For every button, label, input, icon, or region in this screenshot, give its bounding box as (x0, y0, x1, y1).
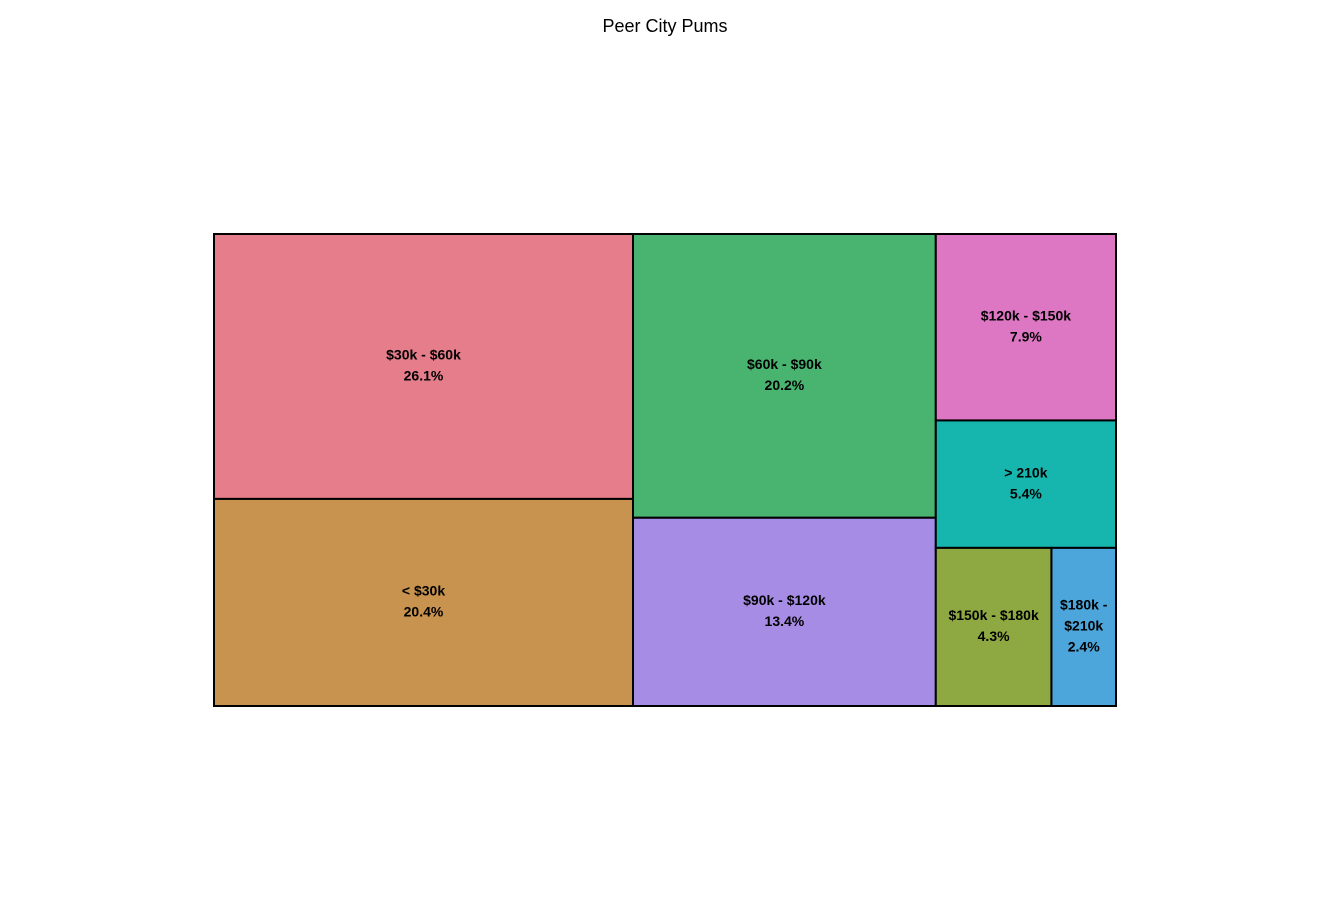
tile-label: $30k - $60k (386, 347, 461, 363)
tile-percent: 5.4% (1010, 485, 1042, 501)
treemap-tile-rect (213, 233, 635, 500)
tile-percent: 2.4% (1068, 639, 1100, 655)
chart-title: Peer City Pums (602, 16, 728, 36)
tile-label: < $30k (402, 583, 445, 599)
treemap-tile: $90k - $120k 13.4% (632, 516, 937, 707)
treemap-tile: < $30k 20.4% (213, 497, 635, 708)
tile-percent: 20.2% (765, 377, 805, 393)
tile-label: $150k - $180k (948, 607, 1039, 623)
treemap-tile-rect (1050, 546, 1117, 707)
tile-label: $60k - $90k (747, 356, 822, 372)
treemap-tile: $180k - $210k 2.4% (1050, 546, 1117, 707)
tile-percent: 7.9% (1010, 328, 1042, 344)
tile-percent: 13.4% (765, 613, 805, 629)
treemap-tile: $150k - $180k 4.3% (934, 546, 1053, 707)
treemap-tile-rect (632, 516, 937, 707)
treemap-tile: $120k - $150k 7.9% (934, 233, 1117, 422)
tile-percent: 26.1% (404, 368, 444, 384)
treemap-tile: $30k - $60k 26.1% (213, 233, 635, 500)
tile-percent: 20.4% (404, 604, 444, 620)
tile-percent: 4.3% (978, 628, 1010, 644)
tile-label: > 210k (1004, 464, 1047, 480)
tile-label: $180k - (1060, 597, 1108, 613)
treemap-tile-rect (934, 419, 1117, 549)
tile-label: $90k - $120k (743, 592, 826, 608)
treemap-tile-rect (632, 233, 937, 519)
treemap-tile: > 210k 5.4% (934, 419, 1117, 549)
treemap-tile-rect (934, 546, 1053, 707)
treemap-tile: $60k - $90k 20.2% (632, 233, 937, 519)
treemap-tile-rect (934, 233, 1117, 422)
tile-label: $210k (1064, 618, 1103, 634)
treemap-tile-rect (213, 497, 635, 708)
tile-label: $120k - $150k (981, 307, 1072, 323)
